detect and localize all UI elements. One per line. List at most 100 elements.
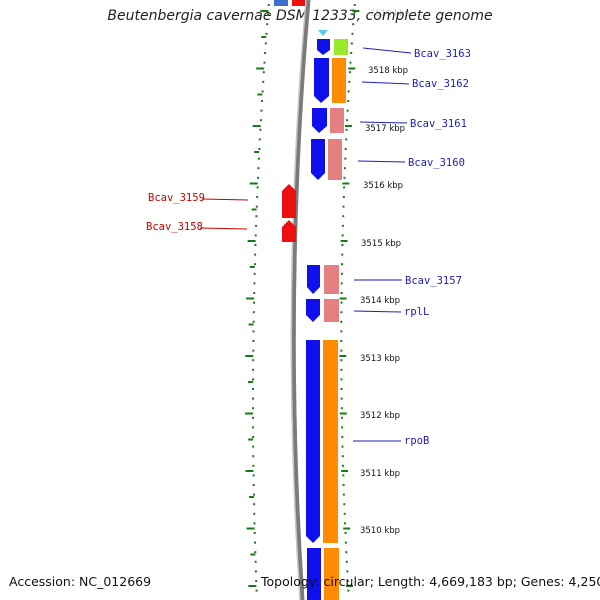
tick-label-3516: 3516 kbp [363,181,403,191]
guide-dot [264,42,267,45]
guide-dot [345,560,348,563]
guide-dot [254,570,257,573]
feature-block-bottom-orange[interactable] [324,548,339,600]
gene-bcav-3161-cds[interactable] [312,108,327,133]
label-bcav-3158[interactable]: Bcav_3158 [146,221,203,233]
leader-line [362,47,412,54]
guide-dot [252,349,255,352]
guide-dot [254,560,257,563]
guide-dot [253,282,256,285]
guide-dot [353,4,356,6]
guide-dot [343,167,346,170]
gene-rpll-cds[interactable] [306,299,320,322]
feature-block-bottom-blue[interactable] [307,548,321,600]
guide-dot [348,80,351,83]
guide-dot [345,138,348,141]
guide-dot [254,244,257,246]
guide-dot [350,42,353,45]
guide-dot [341,234,344,237]
guide-dot [254,541,256,544]
guide-dot [347,90,350,93]
kbp-tick-labels: 3519 kbp 3518 kbp 3517 kbp 3516 kbp 3515… [360,9,410,536]
label-bcav-3161[interactable]: Bcav_3161 [410,118,467,130]
guide-dot [341,224,344,227]
guide-dot [347,100,350,102]
guide-dot [266,13,269,16]
gene-bcav-3160-cds[interactable] [311,139,325,180]
guide-dot [342,484,345,486]
feature-block-top-blue[interactable] [274,0,288,6]
topology-text: Topology: circular; Length: 4,669,183 bp… [261,574,600,589]
label-rpob[interactable]: rpoB [404,435,429,447]
guide-dot [267,4,270,6]
guide-dot [262,71,265,74]
guide-dot [253,263,256,266]
guide-dot [340,292,343,294]
guide-dot [265,32,268,35]
gene-rpob-feature[interactable] [323,340,338,543]
guide-dot [342,196,345,198]
guide-dot [252,340,255,342]
guide-dot [340,301,343,304]
guide-dot [340,340,343,342]
guide-dot [340,359,343,362]
label-rpll[interactable]: rplL [404,306,429,318]
guide-dot [254,253,257,256]
guide-dot [341,244,344,246]
guide-dot [259,128,262,131]
guide-dot [255,215,258,218]
guide-dot [340,282,343,285]
guide-dot [264,52,267,54]
gene-bcav-3159[interactable] [282,184,296,218]
guide-dot [253,512,256,515]
leader-line [359,121,408,124]
label-bcav-3162[interactable]: Bcav_3162 [412,78,469,90]
guide-dot [252,407,254,410]
guide-dot [257,176,259,179]
guide-dot [252,311,255,314]
guide-dot [348,71,351,74]
guide-dot [252,464,255,467]
gene-bcav-3163-cds[interactable] [317,39,330,55]
guide-dot [345,551,348,554]
guide-dot [342,474,345,477]
label-bcav-3157[interactable]: Bcav_3157 [405,275,462,287]
reverse-gene-labels: Bcav_3159 Bcav_3158 [146,192,249,233]
guide-dot [351,32,354,35]
gene-bcav-3160-feature[interactable] [328,139,342,180]
guide-dot [261,90,264,93]
gene-rpob-cds[interactable] [306,340,320,543]
gene-bcav-3163-feature[interactable] [334,39,348,55]
gene-bcav-3157-cds[interactable] [307,265,320,294]
guide-dot [346,109,349,112]
guide-dot [252,493,255,496]
feature-block-top-red[interactable] [292,0,305,6]
forward-gene-labels: Bcav_3163 Bcav_3162 Bcav_3161 Bcav_3160 … [353,47,471,447]
label-bcav-3159[interactable]: Bcav_3159 [148,192,205,204]
guide-dot [340,320,343,323]
gene-bcav-3162-feature[interactable] [332,58,346,103]
feature-small-cyan[interactable] [318,30,328,36]
guide-dot [349,61,352,64]
gene-rpll-feature[interactable] [324,299,339,322]
gene-bcav-3162-cds[interactable] [314,58,329,103]
gene-bcav-3161-feature[interactable] [330,108,344,133]
guide-dot [252,368,255,371]
gene-bcav-3158[interactable] [282,220,296,242]
guide-dot [352,23,355,26]
guide-dot [262,80,265,83]
label-bcav-3160[interactable]: Bcav_3160 [408,157,465,169]
guide-dot [340,388,343,390]
guide-dot [340,330,343,333]
label-bcav-3163[interactable]: Bcav_3163 [414,48,471,60]
guide-dot [340,378,343,381]
gene-bcav-3157-feature[interactable] [324,265,339,294]
leader-line [357,160,406,163]
guide-dot [252,397,254,400]
leader-line [353,310,402,313]
tick-label-3518: 3518 kbp [368,66,408,76]
guide-dot [340,416,343,419]
guide-dot [261,100,263,102]
guide-dot [342,464,344,467]
